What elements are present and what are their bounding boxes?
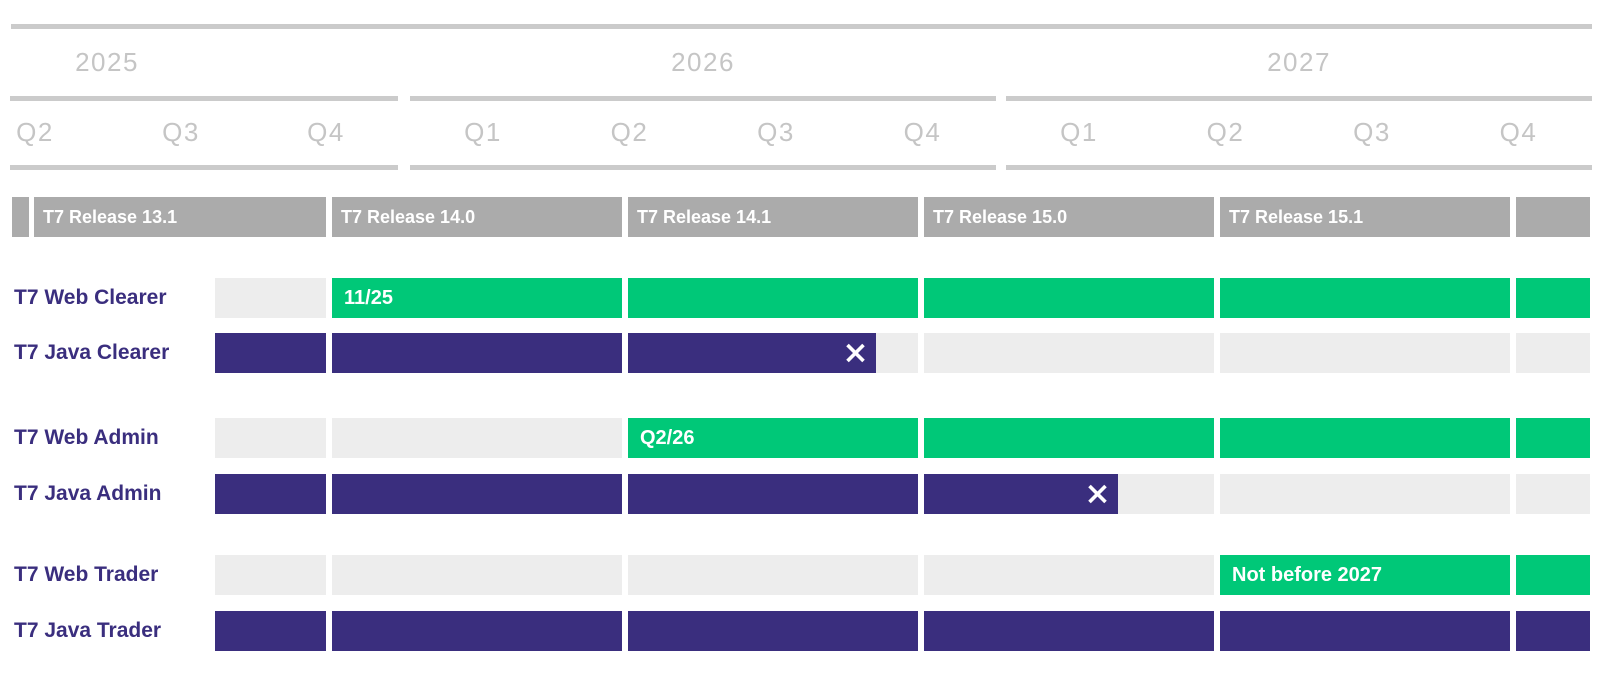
year-underline: [10, 96, 398, 101]
quarter-label: Q1: [464, 117, 502, 147]
timeline-cell-active: [1220, 278, 1510, 318]
row-label: T7 Java Trader: [14, 619, 162, 642]
timeline-cell-inactive: [924, 555, 1214, 595]
timeline-cell-active: Q2/26: [628, 418, 918, 458]
eol-x-icon: [844, 342, 867, 365]
timeline-cell-legacy: [332, 474, 622, 514]
year-underline: [410, 96, 996, 101]
timeline-cell-active: Not before 2027: [1220, 555, 1510, 595]
timeline-cell-legacy-ending: [924, 474, 1118, 514]
timeline-cell-legacy: [1516, 611, 1590, 651]
timeline-top-line: [11, 24, 1592, 29]
timeline-cell-inactive: [215, 418, 326, 458]
row-label: T7 Web Admin: [14, 426, 159, 449]
quarter-label: Q3: [1353, 117, 1391, 147]
timeline-cell-inactive: [1220, 333, 1510, 373]
timeline-cell-inactive: [628, 555, 918, 595]
release-bar: T7 Release 14.1: [628, 197, 918, 237]
cell-label: Q2/26: [640, 427, 695, 449]
release-bar: T7 Release 15.0: [924, 197, 1214, 237]
timeline-cell-inactive: [215, 555, 326, 595]
timeline-cell-active: [1516, 555, 1590, 595]
timeline-cell-legacy: [924, 611, 1214, 651]
release-bar-label: T7 Release 14.1: [637, 207, 772, 227]
quarter-label: Q2: [1206, 117, 1245, 147]
row-label: T7 Java Admin: [14, 482, 162, 505]
timeline-cell-legacy-ending: [628, 333, 876, 373]
timeline-cell-inactive: [1118, 474, 1214, 514]
year-underline: [1006, 96, 1592, 101]
timeline-cell-inactive: [332, 555, 622, 595]
timeline-cell-active: [924, 418, 1214, 458]
release-bar: T7 Release 14.0: [332, 197, 622, 237]
timeline-cell-legacy: [628, 611, 918, 651]
year-label: 2025: [75, 47, 139, 77]
timeline-cell-inactive: [332, 418, 622, 458]
cell-label: 11/25: [344, 287, 393, 309]
quarter-label: Q3: [162, 117, 200, 147]
timeline-cell-active: [1516, 278, 1590, 318]
quarter-underline: [1006, 165, 1592, 170]
timeline-cell-inactive: [924, 333, 1214, 373]
row-label: T7 Web Clearer: [14, 286, 167, 309]
timeline-cell-active: 11/25: [332, 278, 622, 318]
release-bar-stub: [12, 197, 29, 237]
timeline-cell-legacy: [215, 333, 326, 373]
quarter-label: Q3: [757, 117, 795, 147]
timeline-cell-legacy: [332, 333, 622, 373]
row-label: T7 Web Trader: [14, 563, 159, 586]
release-bar-label: T7 Release 15.1: [1229, 207, 1364, 227]
release-bar-stub: [1516, 197, 1590, 237]
quarter-label: Q2: [16, 117, 54, 147]
eol-x-icon: [1086, 483, 1109, 506]
row-label: T7 Java Clearer: [14, 341, 170, 364]
timeline-cell-active: [1220, 418, 1510, 458]
quarter-label: Q4: [307, 117, 345, 147]
quarter-underline: [410, 165, 996, 170]
timeline-cell-active: [1516, 418, 1590, 458]
year-label: 2026: [671, 47, 735, 77]
quarter-label: Q4: [903, 117, 942, 147]
timeline-cell-legacy: [332, 611, 622, 651]
release-bar-label: T7 Release 14.0: [341, 207, 476, 227]
release-bar-label: T7 Release 15.0: [933, 207, 1068, 227]
cell-label: Not before 2027: [1232, 564, 1383, 586]
timeline-cell-inactive: [1220, 474, 1510, 514]
timeline-cell-inactive: [876, 333, 918, 373]
release-bar-label: T7 Release 13.1: [43, 207, 178, 227]
timeline-cell-legacy: [1220, 611, 1510, 651]
release-bar: T7 Release 15.1: [1220, 197, 1510, 237]
timeline-cell-active: [924, 278, 1214, 318]
release-bar: T7 Release 13.1: [34, 197, 326, 237]
timeline-cell-inactive: [1516, 333, 1590, 373]
timeline-cell-legacy: [215, 474, 326, 514]
quarter-label: Q4: [1499, 117, 1538, 147]
timeline-cell-legacy: [215, 611, 326, 651]
quarter-underline: [10, 165, 398, 170]
year-label: 2027: [1267, 47, 1331, 77]
timeline-cell-legacy: [628, 474, 918, 514]
timeline-cell-active: [628, 278, 918, 318]
timeline-cell-inactive: [215, 278, 326, 318]
timeline-cell-inactive: [1516, 474, 1590, 514]
quarter-label: Q2: [610, 117, 649, 147]
quarter-label: Q1: [1060, 117, 1098, 147]
